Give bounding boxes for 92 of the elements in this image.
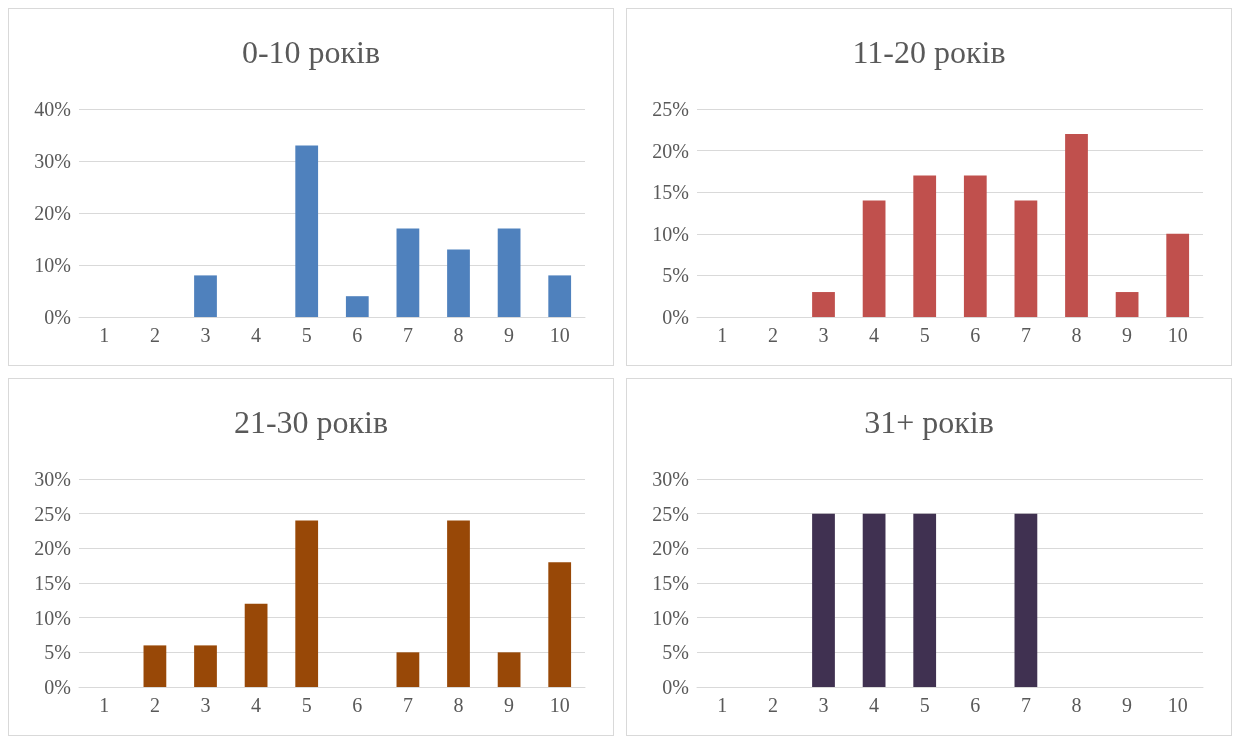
bar [1115,292,1139,317]
x-tick-label: 5 [301,324,312,346]
x-tick-label: 4 [869,324,880,346]
x-tick-label: 1 [717,694,728,716]
bar [812,292,835,317]
x-tick-label: 4 [251,324,262,346]
x-tick-label: 3 [818,694,829,716]
bar [345,296,369,317]
bar [548,562,572,687]
y-tick-label: 25% [652,98,689,120]
x-tick-label: 9 [1122,324,1133,346]
bar [295,520,319,687]
y-tick-label: 30% [34,468,71,490]
x-tick-label: 8 [1071,694,1082,716]
y-tick-label: 20% [34,537,71,560]
x-tick-label: 4 [869,694,880,716]
y-tick-label: 10% [652,606,689,629]
bar [963,175,987,317]
y-tick-label: 0% [662,676,689,698]
x-tick-label: 6 [970,694,981,716]
x-tick-label: 10 [1167,324,1188,346]
bar [497,652,521,687]
x-tick-label: 10 [549,694,570,716]
x-tick-label: 3 [818,324,829,346]
x-tick-label: 2 [149,694,160,716]
x-tick-label: 10 [549,324,570,346]
y-tick-label: 30% [34,150,71,172]
y-tick-label: 25% [652,502,689,525]
y-tick-label: 20% [652,537,689,560]
y-tick-label: 20% [34,202,71,224]
x-tick-label: 9 [504,694,515,716]
y-tick-label: 10% [34,254,71,276]
x-tick-label: 6 [352,694,363,716]
y-tick-label: 15% [652,181,689,204]
x-tick-label: 8 [1071,324,1082,346]
x-tick-label: 2 [767,324,778,346]
x-tick-label: 5 [919,694,930,716]
x-tick-label: 7 [402,694,413,716]
y-tick-label: 5% [44,641,71,664]
y-tick-label: 5% [662,641,689,664]
bar [497,228,521,317]
y-tick-label: 15% [34,572,71,594]
y-tick-label: 0% [44,306,71,328]
x-tick-label: 7 [1020,694,1031,716]
x-tick-label: 6 [970,324,981,346]
x-tick-label: 8 [453,324,464,346]
y-tick-label: 15% [652,572,689,594]
y-tick-label: 25% [34,502,71,525]
y-tick-label: 0% [662,306,689,328]
bar [396,228,420,317]
bar [447,249,470,317]
chart-title: 0-10 років [241,34,381,70]
bar [447,520,470,687]
x-tick-label: 1 [99,324,110,346]
x-tick-label: 1 [717,324,728,346]
y-tick-label: 10% [652,222,689,245]
chart-title: 11-20 років [852,34,1006,70]
y-tick-label: 5% [662,264,689,287]
x-tick-label: 6 [352,324,363,346]
x-tick-label: 5 [919,324,930,346]
bar [1014,200,1038,317]
bar [194,645,217,687]
y-tick-label: 30% [652,468,689,490]
x-tick-label: 7 [402,324,413,346]
chart-title: 21-30 років [233,404,389,440]
x-tick-label: 2 [149,324,160,346]
bar [396,652,420,687]
x-tick-label: 5 [301,694,312,716]
bar [862,200,886,317]
y-tick-label: 20% [652,139,689,162]
x-tick-label: 8 [453,694,464,716]
bar [244,603,268,687]
x-tick-label: 3 [200,324,211,346]
x-tick-label: 1 [99,694,110,716]
y-tick-label: 40% [34,98,71,120]
bar [143,645,167,687]
x-tick-label: 7 [1020,324,1031,346]
x-tick-label: 4 [251,694,262,716]
bar [548,275,572,317]
bar [913,175,937,317]
y-tick-label: 10% [34,606,71,629]
bar [194,275,217,317]
x-tick-label: 9 [504,324,515,346]
x-tick-label: 9 [1122,694,1133,716]
bar [1166,233,1190,317]
bar [1065,133,1088,317]
x-tick-label: 2 [767,694,778,716]
bar [295,145,319,317]
x-tick-label: 10 [1167,694,1188,716]
y-tick-label: 0% [44,676,71,698]
x-tick-label: 3 [200,694,211,716]
chart-title: 31+ років [864,404,994,440]
